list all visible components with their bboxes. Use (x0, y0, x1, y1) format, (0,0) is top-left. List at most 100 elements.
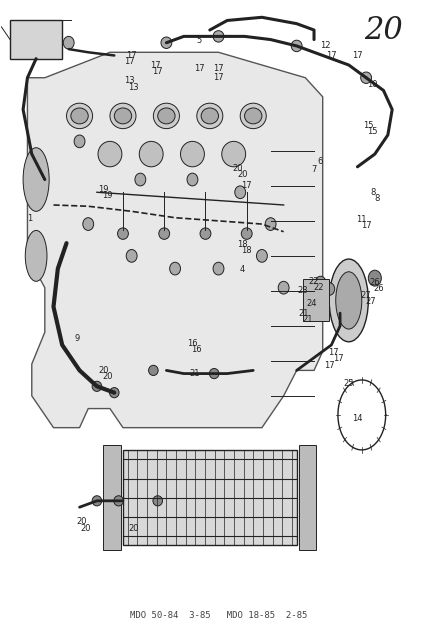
Text: 7: 7 (311, 166, 317, 174)
Ellipse shape (241, 228, 252, 240)
Text: 17: 17 (352, 51, 363, 60)
Ellipse shape (324, 282, 335, 295)
Text: 13: 13 (128, 83, 139, 92)
Ellipse shape (135, 173, 146, 186)
Text: 17: 17 (361, 222, 371, 231)
Text: 17: 17 (324, 361, 335, 370)
Ellipse shape (110, 103, 136, 128)
Text: 13: 13 (124, 77, 135, 86)
Ellipse shape (329, 259, 368, 342)
Text: 10: 10 (368, 80, 378, 89)
Ellipse shape (63, 36, 74, 49)
Text: 19: 19 (98, 185, 109, 194)
Text: 20: 20 (103, 373, 113, 381)
Text: 8: 8 (370, 188, 375, 197)
Ellipse shape (361, 72, 371, 84)
Text: 21: 21 (298, 309, 309, 318)
Ellipse shape (213, 31, 224, 42)
Text: 18: 18 (241, 246, 252, 256)
Text: 24: 24 (307, 299, 317, 308)
Text: 15: 15 (363, 121, 374, 130)
Text: 17: 17 (326, 51, 337, 60)
Text: 22: 22 (309, 277, 319, 286)
Ellipse shape (200, 228, 211, 240)
Bar (123, 450, 297, 545)
Ellipse shape (161, 37, 172, 49)
Text: 17: 17 (194, 64, 204, 73)
Text: 20: 20 (128, 524, 139, 533)
Text: 1: 1 (27, 215, 32, 224)
Ellipse shape (126, 249, 137, 262)
Ellipse shape (153, 103, 180, 128)
Text: 17: 17 (124, 58, 135, 66)
Ellipse shape (118, 228, 128, 240)
Ellipse shape (114, 496, 123, 506)
Text: 16: 16 (187, 339, 198, 348)
Text: 20: 20 (76, 518, 87, 527)
Ellipse shape (245, 108, 262, 124)
Text: 17: 17 (153, 67, 163, 76)
Text: 17: 17 (328, 348, 339, 357)
Text: 22: 22 (313, 283, 324, 292)
Text: 16: 16 (191, 345, 202, 354)
Polygon shape (28, 52, 323, 427)
Ellipse shape (240, 103, 266, 128)
Ellipse shape (265, 218, 276, 231)
Ellipse shape (317, 294, 328, 307)
Ellipse shape (158, 108, 175, 124)
Ellipse shape (83, 218, 94, 231)
Text: 15: 15 (368, 127, 378, 136)
Text: 25: 25 (343, 379, 354, 388)
Ellipse shape (309, 304, 319, 316)
Text: 20: 20 (81, 524, 91, 533)
Ellipse shape (197, 103, 223, 128)
Text: 17: 17 (213, 64, 224, 73)
Text: 14: 14 (352, 413, 363, 422)
Text: 17: 17 (333, 355, 343, 364)
Text: 19: 19 (103, 191, 113, 200)
Ellipse shape (25, 231, 47, 281)
Ellipse shape (235, 186, 246, 199)
Text: 26: 26 (370, 278, 380, 287)
Text: 6: 6 (318, 157, 323, 166)
Text: 27: 27 (361, 291, 371, 300)
Text: 11: 11 (357, 215, 367, 224)
Ellipse shape (213, 262, 224, 275)
Text: 21: 21 (302, 315, 313, 324)
Text: 8: 8 (375, 194, 380, 203)
Ellipse shape (139, 141, 163, 167)
Ellipse shape (92, 496, 102, 506)
Text: 18: 18 (237, 240, 248, 249)
Bar (303, 279, 329, 321)
Ellipse shape (66, 103, 93, 128)
Text: 12: 12 (319, 42, 330, 50)
Text: 21: 21 (189, 369, 200, 378)
Text: MDO 50-84  3-85   MDO 18-85  2-85: MDO 50-84 3-85 MDO 18-85 2-85 (130, 611, 307, 620)
Text: 17: 17 (213, 73, 224, 82)
Ellipse shape (159, 228, 170, 240)
Ellipse shape (180, 141, 205, 167)
Ellipse shape (278, 281, 289, 294)
Text: 27: 27 (365, 297, 376, 306)
Ellipse shape (74, 135, 85, 148)
Ellipse shape (209, 369, 219, 379)
Text: 5: 5 (196, 36, 201, 45)
Ellipse shape (23, 148, 49, 212)
Ellipse shape (368, 270, 382, 286)
Ellipse shape (153, 496, 163, 506)
Text: 23: 23 (298, 286, 309, 295)
Ellipse shape (71, 108, 88, 124)
Text: 20: 20 (364, 15, 403, 45)
Ellipse shape (291, 40, 302, 52)
Text: 20: 20 (98, 366, 109, 375)
Ellipse shape (315, 276, 326, 289)
Bar (10, 20, 62, 59)
Ellipse shape (187, 173, 198, 186)
Text: 4: 4 (240, 265, 245, 274)
Ellipse shape (222, 141, 246, 167)
Ellipse shape (114, 108, 132, 124)
Text: 17: 17 (150, 61, 161, 70)
Ellipse shape (170, 262, 180, 275)
Text: 17: 17 (126, 51, 137, 60)
Text: 20: 20 (237, 170, 248, 179)
